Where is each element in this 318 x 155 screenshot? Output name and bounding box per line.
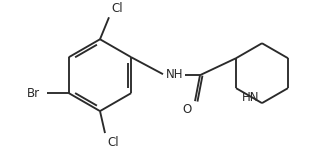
Text: O: O bbox=[183, 103, 192, 116]
Text: Cl: Cl bbox=[107, 135, 119, 148]
Text: Br: Br bbox=[27, 87, 40, 100]
Text: NH: NH bbox=[166, 68, 184, 81]
Text: HN: HN bbox=[242, 91, 260, 104]
Text: Cl: Cl bbox=[111, 2, 123, 15]
